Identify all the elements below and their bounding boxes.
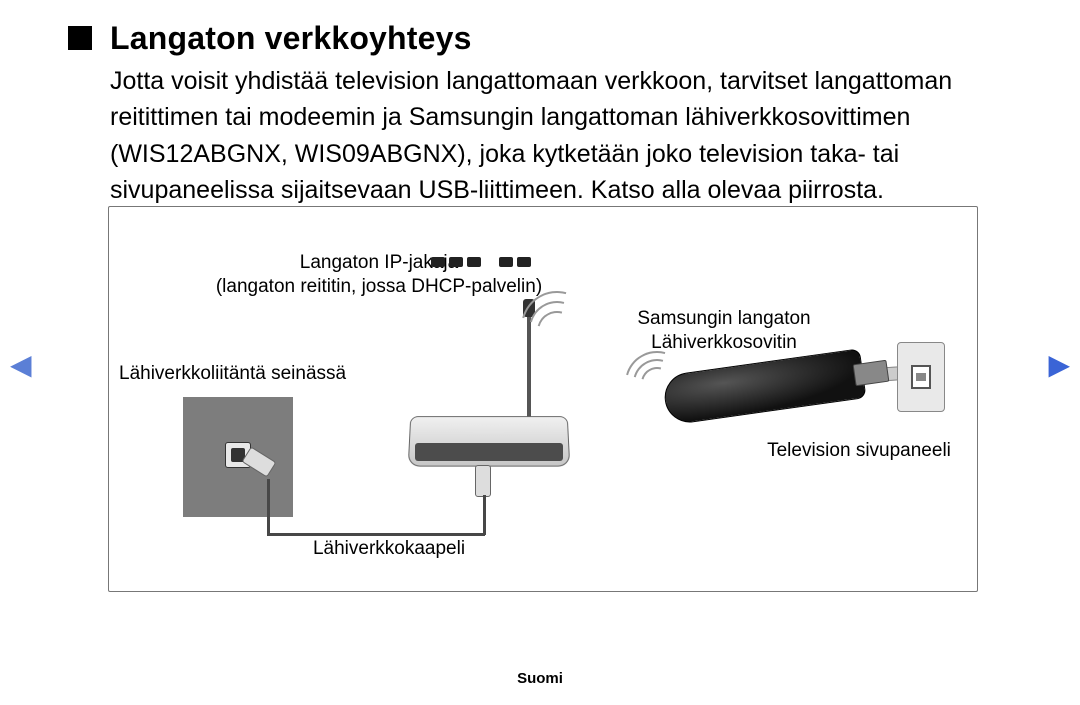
heading-row: Langaton verkkoyhteys (68, 20, 1012, 57)
tv-panel-label: Television sivupaneeli (749, 439, 969, 464)
router-port-icon (499, 257, 513, 267)
nav-prev-icon[interactable]: ◀ (10, 348, 32, 381)
cable-plug-router-icon (475, 465, 491, 497)
router-title-label: Langaton IP-jakaja (229, 251, 529, 276)
page-title: Langaton verkkoyhteys (110, 20, 472, 57)
page: Langaton verkkoyhteys Jotta voisit yhdis… (0, 0, 1080, 705)
wall-jack-label: Lähiverkkoliitäntä seinässä (119, 362, 359, 387)
adapter-label-line1: Samsungin langaton (609, 307, 839, 332)
square-bullet-icon (68, 26, 92, 50)
content-block: Langaton verkkoyhteys Jotta voisit yhdis… (68, 20, 1012, 208)
lan-cable-icon (267, 533, 485, 536)
lan-cable-icon (267, 479, 270, 535)
router-icon (409, 397, 569, 467)
router-front-icon (415, 443, 563, 461)
router-port-icon (467, 257, 481, 267)
router-port-icon (431, 257, 445, 267)
wireless-adapter-plug-icon (853, 360, 890, 387)
body-paragraph: Jotta voisit yhdistää television langatt… (110, 63, 1012, 208)
router-port-icon (449, 257, 463, 267)
lan-cable-label: Lähiverkkokaapeli (289, 537, 489, 562)
router-port-icon (517, 257, 531, 267)
router-subtitle-label: (langaton reititin, jossa DHCP-palvelin) (199, 275, 559, 300)
usb-port-inner-icon (916, 373, 926, 381)
wireless-adapter-icon (661, 348, 866, 425)
adapter-label-line2: Lähiverkkosovitin (609, 331, 839, 356)
diagram-frame: Langaton IP-jakaja (langaton reititin, j… (108, 206, 978, 592)
footer-language: Suomi (0, 670, 1080, 687)
lan-cable-icon (483, 495, 486, 535)
nav-next-icon[interactable]: ▶ (1048, 348, 1070, 381)
